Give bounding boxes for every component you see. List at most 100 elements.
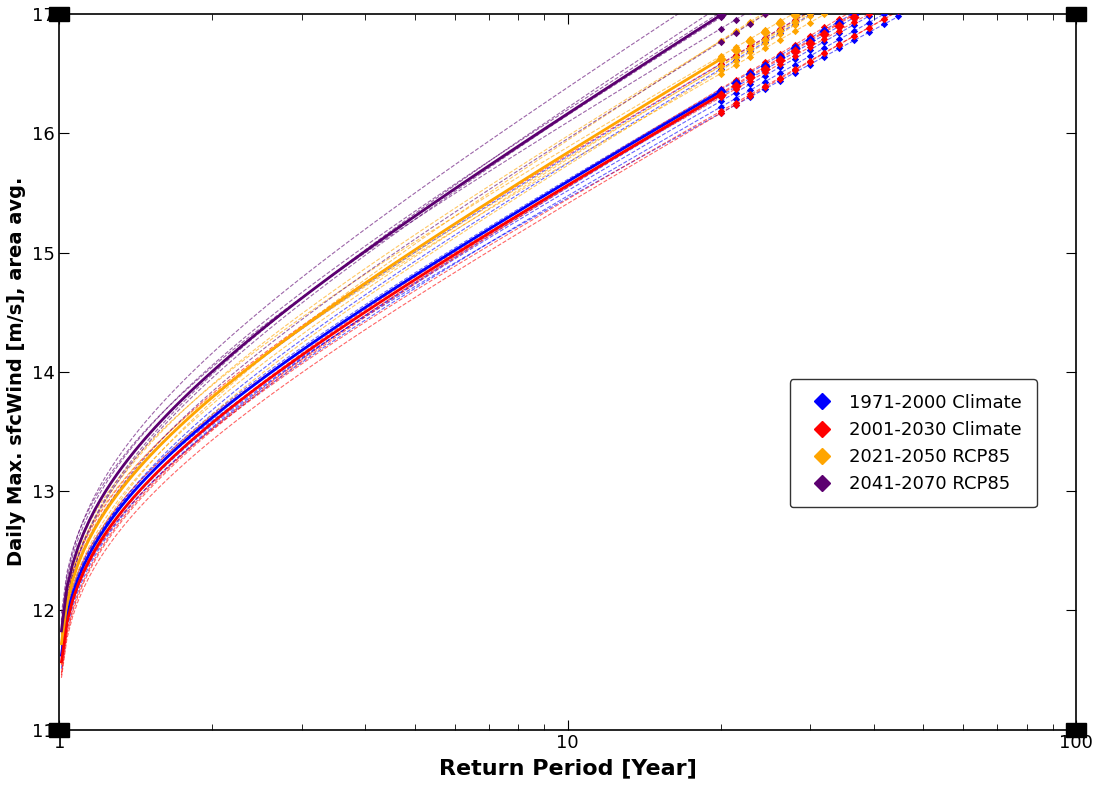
Point xyxy=(741,72,759,85)
Point xyxy=(757,61,774,74)
Point xyxy=(786,15,804,27)
Point xyxy=(712,88,729,100)
Point xyxy=(712,63,729,75)
Point xyxy=(845,8,862,20)
Point xyxy=(771,0,789,9)
Point xyxy=(741,42,759,55)
Point xyxy=(727,82,745,95)
Point xyxy=(757,8,774,20)
Point xyxy=(845,35,862,47)
Point xyxy=(830,33,848,46)
Point xyxy=(771,55,789,68)
Point xyxy=(727,27,745,39)
Point xyxy=(830,0,848,4)
Point xyxy=(801,5,818,18)
Point xyxy=(786,63,804,75)
Point xyxy=(712,35,729,47)
Point xyxy=(830,0,848,3)
Point xyxy=(830,38,848,51)
Point xyxy=(890,0,908,5)
Point xyxy=(801,56,818,68)
Point xyxy=(830,15,848,27)
Point xyxy=(771,67,789,79)
Point xyxy=(845,25,862,38)
Point xyxy=(727,98,745,111)
Point xyxy=(741,35,759,48)
Point xyxy=(771,71,789,84)
Point xyxy=(771,0,789,11)
Point xyxy=(845,18,862,31)
Point xyxy=(874,13,892,25)
Point xyxy=(741,32,759,45)
Point xyxy=(712,53,729,65)
Point xyxy=(727,55,745,68)
Point xyxy=(830,17,848,30)
Point xyxy=(757,35,774,48)
Point xyxy=(845,9,862,21)
Point xyxy=(757,5,774,18)
Point xyxy=(845,16,862,28)
Point xyxy=(874,0,892,6)
Point xyxy=(727,25,745,38)
Point xyxy=(815,25,833,38)
Point xyxy=(727,75,745,87)
Point xyxy=(712,0,729,12)
Point xyxy=(757,60,774,73)
Point xyxy=(786,42,804,55)
Point xyxy=(757,82,774,95)
Point xyxy=(712,100,729,113)
Point xyxy=(874,0,892,6)
Point xyxy=(771,27,789,40)
Point xyxy=(757,24,774,36)
Point xyxy=(712,87,729,100)
Point xyxy=(815,24,833,36)
Point xyxy=(771,23,789,35)
Point xyxy=(741,40,759,53)
Point xyxy=(712,11,729,24)
Point xyxy=(845,4,862,16)
Point xyxy=(830,38,848,50)
Point xyxy=(727,41,745,53)
Point xyxy=(712,105,729,118)
Point xyxy=(845,30,862,42)
Point xyxy=(786,67,804,79)
Point xyxy=(845,11,862,24)
Point xyxy=(757,81,774,93)
Point xyxy=(786,49,804,62)
Point xyxy=(727,49,745,61)
X-axis label: Return Period [Year]: Return Period [Year] xyxy=(439,758,696,778)
Point xyxy=(860,0,878,8)
Point xyxy=(801,16,818,29)
Point xyxy=(712,82,729,95)
Point xyxy=(727,44,745,57)
Point xyxy=(757,75,774,88)
Point xyxy=(771,27,789,39)
Point xyxy=(874,0,892,2)
Point xyxy=(815,21,833,34)
Point xyxy=(786,58,804,71)
Point xyxy=(786,0,804,2)
Point xyxy=(712,60,729,72)
Point xyxy=(771,0,789,12)
Point xyxy=(712,107,729,119)
Point xyxy=(786,46,804,59)
Point xyxy=(801,44,818,57)
Point xyxy=(845,8,862,20)
Point xyxy=(815,0,833,9)
Point xyxy=(860,0,878,11)
Point xyxy=(771,52,789,64)
Point xyxy=(830,27,848,39)
Point xyxy=(727,50,745,63)
Point xyxy=(904,0,922,4)
Point xyxy=(727,81,745,93)
Point xyxy=(727,97,745,109)
Point xyxy=(727,79,745,92)
Point xyxy=(786,45,804,57)
Point xyxy=(860,10,878,23)
Point xyxy=(874,13,892,26)
Point xyxy=(771,49,789,62)
Point xyxy=(741,75,759,87)
Point xyxy=(771,24,789,36)
Point xyxy=(860,0,878,12)
Point xyxy=(741,40,759,53)
